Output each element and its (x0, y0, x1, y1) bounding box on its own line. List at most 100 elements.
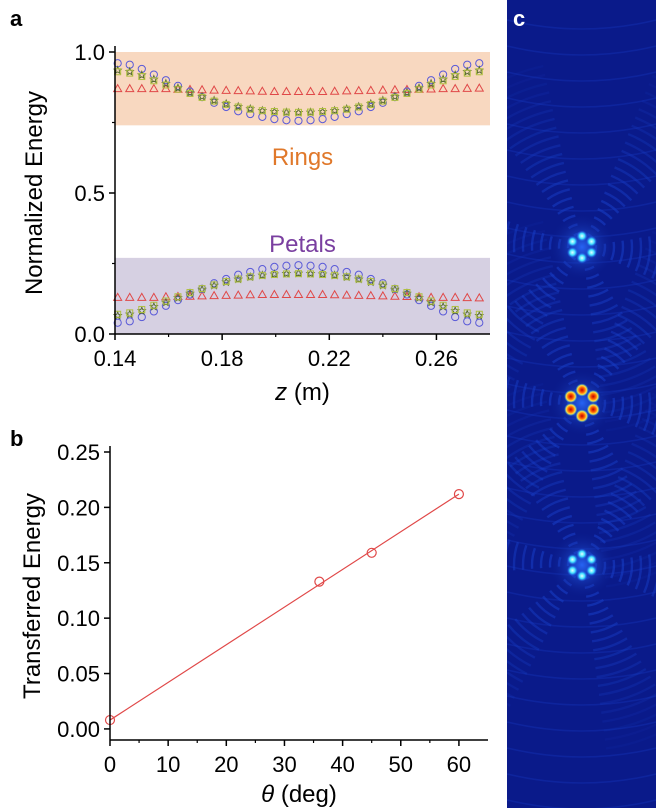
triangle-point-rings (474, 83, 485, 92)
circle-point-rings (294, 116, 303, 125)
ring-fringe (512, 495, 652, 635)
chart-a: a Rings Petals 0.0 0.5 1.0 0.14 0.18 0.22 0.26… (10, 6, 490, 406)
circle-point-petals (161, 301, 170, 310)
petal-spot (586, 236, 598, 247)
square-point-rings (367, 100, 375, 108)
background-fringe (507, 695, 656, 706)
triangle-point-rings (353, 85, 364, 95)
triangle-point-petals (136, 292, 147, 301)
square-point-rings (282, 108, 290, 116)
square-point-petals (343, 273, 351, 281)
circle-point-rings (354, 107, 363, 116)
circle-point-petals (463, 317, 472, 326)
x-tick-label: 10 (156, 752, 180, 777)
square-point-rings (138, 73, 146, 81)
circle-point-petals (113, 318, 122, 327)
circle-point-petals (234, 270, 243, 279)
square-point-rings (379, 97, 387, 105)
petal-spot (566, 236, 578, 247)
triangle-point-rings (402, 84, 412, 94)
triangle-point-petals (221, 290, 232, 299)
background-fringe (507, 45, 656, 56)
data-point (314, 576, 325, 587)
x-axis-label: θ (deg) (261, 781, 337, 808)
petal-spot (576, 548, 588, 560)
square-point-rings (294, 108, 302, 116)
triangle-point-petals (257, 289, 268, 299)
circle-point-rings (282, 116, 291, 125)
y-tick-label: 0.5 (74, 181, 105, 206)
triangle-point-petals (329, 289, 340, 299)
ring-fringe (512, 333, 652, 473)
ring-fringe (521, 186, 643, 308)
triangle-point-petals (353, 290, 364, 299)
triangle-point-petals (390, 291, 400, 300)
triangle-point-rings (221, 85, 232, 94)
square-point-petals (367, 278, 375, 286)
square-point-rings (343, 105, 351, 113)
square-point-rings (246, 105, 254, 113)
glow (548, 213, 616, 281)
ring-fringe (521, 342, 643, 464)
circle-point-rings (161, 76, 170, 85)
triangle-point-petals (317, 289, 328, 299)
square-point-petals (270, 270, 278, 278)
y-axis-label: Normalized Energy (21, 91, 48, 295)
circle-point-rings (366, 102, 375, 112)
triangle-point-rings (124, 83, 135, 93)
square-point-rings (427, 81, 435, 89)
ring-fringe (521, 504, 643, 626)
square-point-petals (138, 305, 146, 313)
triangle-point-rings (329, 86, 340, 95)
square-point-petals (198, 285, 206, 293)
triangle-point-rings (233, 85, 244, 95)
x-axis-symbol: z (274, 379, 287, 406)
triangle-point-petals (305, 289, 316, 299)
petal-spot (586, 554, 598, 565)
x-tick-label: 20 (214, 752, 238, 777)
square-point-rings (186, 89, 194, 97)
square-point-rings (150, 77, 158, 85)
background-fringe (507, 71, 656, 82)
triangle-point-petals (377, 290, 388, 300)
glow (548, 369, 616, 437)
triangle-point-rings (462, 83, 473, 92)
petal-spot (586, 403, 600, 416)
y-tick-label: 0.25 (57, 440, 100, 465)
ring-fringe (539, 204, 625, 290)
triangle-point-petals (426, 292, 436, 301)
circle-point-petals (475, 318, 484, 327)
background-fringe (507, 201, 656, 212)
triangle-point-rings (317, 86, 328, 95)
triangle-point-rings (365, 85, 376, 94)
petal-spot (576, 570, 588, 582)
square-point-petals (162, 297, 170, 305)
chart-b: b 0.000.050.100.150.200.250 10 20 30 40 50 60 … (10, 426, 488, 808)
triangle-point-petals (450, 292, 461, 301)
circle-point-petals (354, 270, 363, 279)
band-petals (115, 257, 490, 334)
triangle-point-rings (245, 85, 256, 95)
triangle-point-rings (305, 86, 316, 95)
y-tick-label: 0.20 (57, 495, 100, 520)
ring-fringe (530, 513, 634, 617)
square-point-petals (222, 278, 230, 286)
square-point-rings (319, 108, 327, 116)
x-tick-label: 0.14 (94, 346, 137, 371)
square-point-rings (198, 93, 206, 101)
glow (548, 531, 616, 599)
triangle-point-rings (281, 86, 292, 95)
ring-fringe (539, 522, 625, 608)
square-point-petals (427, 297, 435, 305)
x-tick-label: 0.26 (415, 346, 458, 371)
triangle-point-rings (148, 83, 159, 93)
x-tick-label: 30 (272, 752, 296, 777)
square-point-rings (355, 103, 363, 111)
circle-point-petals (173, 296, 183, 305)
triangle-point-petals (365, 290, 376, 300)
x-axis-unit: (deg) (274, 781, 337, 808)
square-point-petals (234, 275, 242, 283)
y-tick-label: 0.10 (57, 606, 100, 631)
petal-spot (564, 403, 578, 416)
background-fringe (507, 643, 656, 654)
